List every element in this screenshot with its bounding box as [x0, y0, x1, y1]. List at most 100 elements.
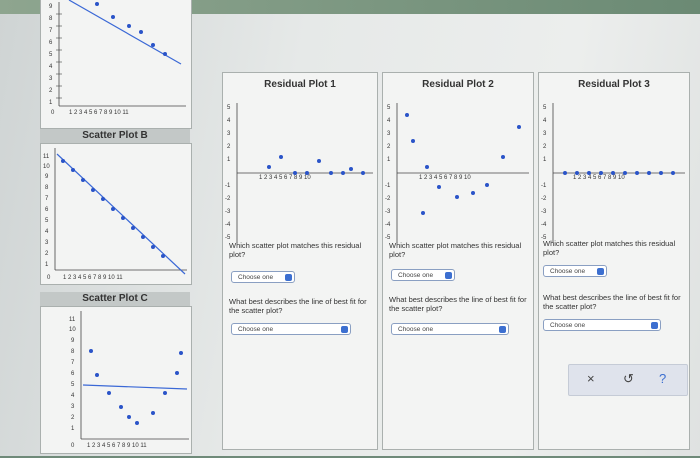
svg-text:5: 5: [227, 105, 231, 111]
svg-text:1 2 3 4 5 6 7 8 9 10: 1 2 3 4 5 6 7 8 9 10: [419, 175, 471, 181]
residual-plot-1-matches-select[interactable]: Choose one: [231, 271, 295, 283]
residual-plot-3-line-select[interactable]: Choose one: [543, 319, 661, 331]
residual-plot-1-line-select[interactable]: Choose one: [231, 323, 351, 335]
scatter-plot-c-panel: 11 10 9 8 7 6 5 4 3 2 1 0 1 2 3 4 5 6 7 8 9 10 1…: [40, 306, 192, 454]
svg-text:4: 4: [387, 118, 391, 124]
chevron-down-icon: [285, 274, 292, 281]
residual-plot-2-line-select-value: Choose one: [398, 326, 434, 333]
svg-text:-5: -5: [541, 235, 547, 241]
residual-plot-3-line-select-value: Choose one: [550, 322, 586, 329]
svg-text:3: 3: [49, 76, 53, 82]
svg-text:1 2 3 4 5 6 7 8 9 10 11: 1 2 3 4 5 6 7 8 9 10 11: [69, 110, 129, 116]
svg-text:3: 3: [387, 131, 391, 137]
svg-text:1 2 3 4 5 6 7 8 9 10: 1 2 3 4 5 6 7 8 9 10: [573, 175, 625, 181]
svg-text:1: 1: [49, 100, 53, 106]
residual-plot-3-matches-select[interactable]: Choose one: [543, 265, 607, 277]
svg-text:9: 9: [71, 338, 75, 344]
svg-text:3: 3: [45, 240, 49, 246]
svg-text:2: 2: [227, 144, 231, 150]
residual-plot-1-line-select-value: Choose one: [238, 326, 274, 333]
scatter-plot-a: 9 8 7 6 5 4 3 2 1 0 1 2 3 4 5 6 7 8 9 10 11: [49, 0, 186, 116]
svg-text:1: 1: [543, 157, 547, 163]
svg-text:0: 0: [71, 443, 75, 449]
svg-text:-2: -2: [225, 196, 231, 202]
svg-text:7: 7: [71, 360, 75, 366]
svg-text:3: 3: [227, 131, 231, 137]
residual-plot-1-title: Residual Plot 1: [264, 79, 336, 90]
residual-plot-3-title: Residual Plot 3: [578, 79, 650, 90]
svg-text:0: 0: [47, 275, 51, 281]
svg-text:1: 1: [387, 157, 391, 163]
svg-text:-2: -2: [385, 196, 391, 202]
svg-text:-4: -4: [385, 222, 391, 228]
svg-text:6: 6: [49, 40, 53, 46]
svg-text:2: 2: [49, 88, 53, 94]
scatter-plot-c-title: Scatter Plot C: [40, 292, 190, 306]
svg-text:11: 11: [69, 317, 76, 323]
svg-text:2: 2: [387, 144, 391, 150]
svg-text:-5: -5: [385, 235, 391, 241]
svg-text:-1: -1: [225, 183, 231, 189]
residual-plot-2: 5 4 3 2 1 -1 -2 -3 -4 -5 1 2 3 4 5 6 7 8 9 10: [385, 103, 529, 243]
scatter-plot-a-panel: 9 8 7 6 5 4 3 2 1 0 1 2 3 4 5 6 7 8 9 10 11: [40, 0, 192, 129]
svg-text:7: 7: [45, 196, 49, 202]
svg-text:8: 8: [71, 349, 75, 355]
svg-text:1 2 3 4 5 6 7 8 9 10: 1 2 3 4 5 6 7 8 9 10: [259, 175, 311, 181]
svg-text:-1: -1: [385, 183, 391, 189]
residual-plot-1: 5 4 3 2 1 -1 -2 -3 -4 -5 1 2 3 4 5 6 7 8 9 10: [225, 103, 373, 243]
svg-text:5: 5: [49, 52, 53, 58]
chevron-down-icon: [499, 326, 506, 333]
residual-plot-1-panel: Residual Plot 1 5 4 3 2 1 -1 -2 -3 -4 -5 1 2 3 …: [222, 72, 378, 450]
svg-text:3: 3: [543, 131, 547, 137]
answer-toolbar: × ↺ ?: [568, 364, 688, 396]
undo-icon[interactable]: ↺: [623, 371, 634, 386]
close-icon[interactable]: ×: [587, 371, 595, 386]
help-icon[interactable]: ?: [659, 371, 667, 386]
svg-text:7: 7: [49, 28, 53, 34]
svg-text:5: 5: [543, 105, 547, 111]
scatter-plot-b-panel: 11 10 9 8 7 6 5 4 3 2 1 0 1 2 3 4 5 6 7 8 9 10 1…: [40, 143, 192, 285]
svg-text:1: 1: [71, 426, 75, 432]
svg-text:1 2 3 4 5 6 7 8 9 10 11: 1 2 3 4 5 6 7 8 9 10 11: [87, 443, 147, 449]
residual-plot-2-title: Residual Plot 2: [422, 79, 494, 90]
svg-text:4: 4: [71, 393, 75, 399]
svg-text:-4: -4: [225, 222, 231, 228]
svg-text:5: 5: [45, 218, 49, 224]
scatter-plot-c: 11 10 9 8 7 6 5 4 3 2 1 0 1 2 3 4 5 6 7 8 9 10 1…: [69, 311, 189, 449]
residual-plot-2-matches-select[interactable]: Choose one: [391, 269, 455, 281]
svg-text:2: 2: [543, 144, 547, 150]
svg-text:4: 4: [543, 118, 547, 124]
residual-plot-2-line-select[interactable]: Choose one: [391, 323, 509, 335]
svg-text:2: 2: [71, 415, 75, 421]
svg-text:3: 3: [71, 404, 75, 410]
residual-plot-2-matches-question: Which scatter plot matches this residual…: [389, 241, 522, 259]
residual-plot-3-matches-select-value: Choose one: [550, 268, 586, 275]
svg-text:5: 5: [387, 105, 391, 111]
svg-text:9: 9: [49, 4, 53, 10]
chevron-down-icon: [651, 322, 658, 329]
svg-text:-3: -3: [225, 209, 231, 215]
residual-plot-3: 5 4 3 2 1 -1 -2 -3 -4 -5 1 2 3 4 5 6 7 8 9 10: [541, 103, 685, 243]
svg-text:-3: -3: [385, 209, 391, 215]
residual-plot-2-line-question: What best describes the line of best fit…: [389, 295, 527, 313]
residual-plot-1-matches-select-value: Choose one: [238, 274, 274, 281]
svg-text:11: 11: [43, 154, 50, 160]
svg-text:1: 1: [227, 157, 231, 163]
svg-text:-1: -1: [541, 183, 547, 189]
svg-text:6: 6: [71, 371, 75, 377]
svg-text:1 2 3 4 5 6 7 8 9 10 11: 1 2 3 4 5 6 7 8 9 10 11: [63, 275, 123, 281]
residual-plot-1-line-question: What best describes the line of best fit…: [229, 297, 367, 315]
chevron-down-icon: [341, 326, 348, 333]
svg-text:1: 1: [45, 262, 49, 268]
svg-text:8: 8: [49, 16, 53, 22]
svg-text:2: 2: [45, 251, 49, 257]
svg-text:5: 5: [71, 382, 75, 388]
svg-text:8: 8: [45, 185, 49, 191]
svg-text:-5: -5: [225, 235, 231, 241]
residual-plot-1-matches-question: Which scatter plot matches this residual…: [229, 241, 362, 259]
residual-plot-3-line-question: What best describes the line of best fit…: [543, 293, 681, 311]
svg-text:0: 0: [51, 110, 55, 116]
svg-text:9: 9: [45, 174, 49, 180]
svg-text:6: 6: [45, 207, 49, 213]
svg-text:4: 4: [45, 229, 49, 235]
